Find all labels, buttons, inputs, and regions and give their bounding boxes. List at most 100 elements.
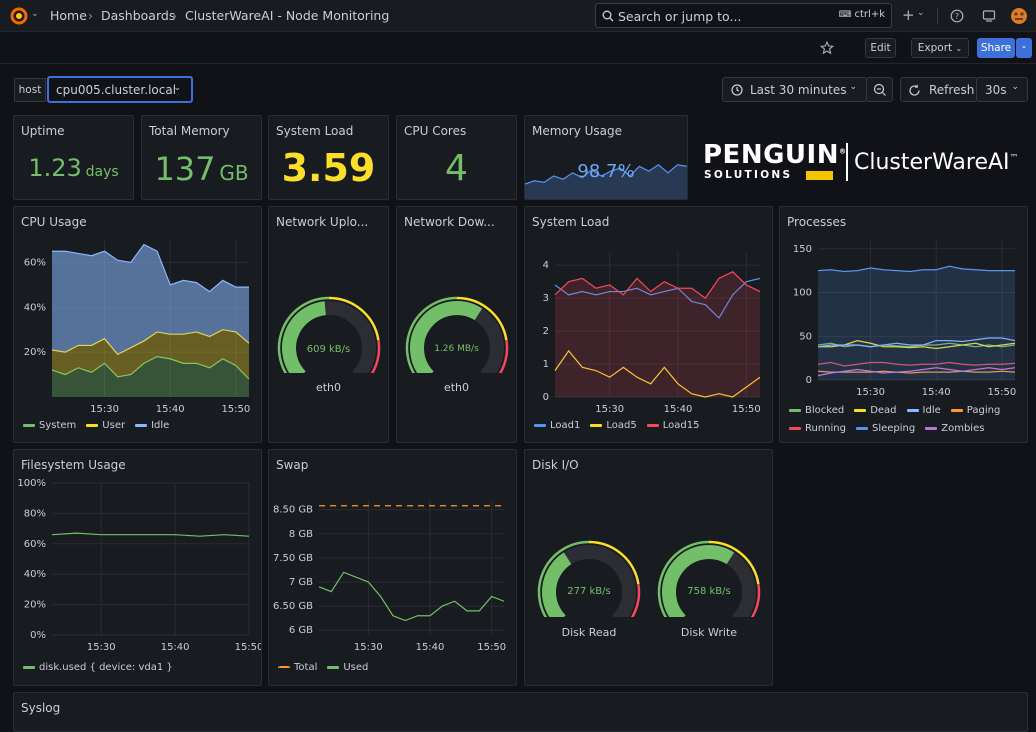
network-upload-panel[interactable]: Network Uplo... 609 kB/s eth0 (268, 206, 389, 443)
refresh-label: Refresh (929, 83, 975, 97)
cpu-cores-panel[interactable]: CPU Cores 4 (396, 115, 517, 200)
legend-item[interactable]: Paging (950, 405, 1000, 416)
system-load-chart: 0 1 2 3 4 15:30 15:40 15:50 (543, 252, 761, 415)
uptime-value: 1.23 (28, 154, 82, 182)
processes-panel[interactable]: Processes 0 50 100 150 15:30 15:40 15:50 Block… (779, 206, 1028, 443)
filesystem-usage-panel[interactable]: Filesystem Usage 0% 20% 40% 60% 80% 100% 15:30… (13, 449, 262, 686)
gauge-value: 1.26 MB/s (434, 344, 479, 354)
legend-swatch (590, 423, 603, 427)
legend-item[interactable]: Sleeping (855, 423, 915, 434)
legend-item[interactable]: disk.used { device: vda1 } (23, 662, 173, 673)
gauge-fill (410, 301, 483, 373)
y-tick-label: 60% (24, 257, 46, 268)
legend-swatch (278, 666, 290, 668)
panel-title: Network Uplo... (276, 215, 369, 229)
y-tick-label: 0 (806, 375, 812, 386)
stat-value: 137 GB (142, 150, 261, 188)
network-download-panel[interactable]: Network Dow... 1.26 MB/s eth0 (396, 206, 517, 443)
system-load-stat-panel[interactable]: System Load 3.59 (268, 115, 389, 200)
news-icon[interactable] (982, 9, 996, 23)
x-tick-label: 15:40 (922, 387, 951, 398)
legend-item[interactable]: Idle (906, 405, 941, 416)
brand-divider (846, 143, 848, 181)
series-area (555, 271, 760, 397)
refresh-interval-select[interactable]: 30s ⌄ (976, 77, 1028, 102)
help-icon[interactable]: ? (950, 9, 964, 23)
legend-item[interactable]: Dead (854, 405, 897, 416)
disk-io-panel[interactable]: Disk I/O 277 kB/s Disk Read 758 kB/s Dis… (524, 449, 773, 686)
legend-item[interactable]: Running (789, 423, 846, 434)
host-variable-select[interactable]: cpu005.cluster.local ⌄ (47, 76, 193, 103)
y-tick-label: 50 (799, 331, 812, 342)
legend-item[interactable]: Load5 (590, 420, 637, 431)
legend-item[interactable]: Zombies (925, 423, 984, 434)
refresh-interval-label: 30s (985, 83, 1007, 97)
legend-label: Blocked (805, 405, 845, 416)
series-line (554, 277, 761, 319)
chevron-down-icon: ⌄ (1020, 41, 1028, 50)
legend-label: Zombies (941, 423, 985, 434)
total-memory-panel[interactable]: Total Memory 137 GB (141, 115, 262, 200)
legend-item[interactable]: Load15 (646, 420, 700, 431)
chart-legend: Total Used (278, 662, 378, 673)
legend-swatch (789, 408, 801, 412)
chevron-down-icon[interactable]: ⌄ (917, 8, 925, 18)
share-options-button[interactable]: ⌄ (1016, 38, 1032, 58)
chevron-down-icon[interactable]: ⌄ (31, 9, 39, 19)
export-button[interactable]: Export ⌄ (911, 38, 969, 58)
legend-swatch (23, 423, 35, 427)
legend-swatch (854, 408, 867, 412)
legend-item[interactable]: Blocked (789, 405, 844, 416)
breadcrumb-dashboards[interactable]: Dashboards (101, 8, 176, 23)
grafana-logo-icon[interactable] (9, 6, 29, 26)
uptime-panel[interactable]: Uptime 1.23 days (13, 115, 134, 200)
threshold-red (750, 583, 761, 617)
legend-item[interactable]: User (86, 420, 125, 431)
series-area-user (52, 329, 249, 380)
add-icon[interactable]: + (902, 6, 915, 24)
gauge-label: Disk Write (680, 626, 738, 639)
legend-label: Load5 (606, 420, 637, 431)
search-input[interactable]: Search or jump to... ⌨ ctrl+k (595, 3, 892, 28)
star-icon[interactable] (820, 41, 834, 55)
zoom-out-button[interactable] (866, 77, 893, 102)
legend-swatch (950, 408, 963, 412)
legend-label: Load15 (662, 420, 700, 431)
y-tick-label: 40% (24, 302, 46, 313)
solutions-wordmark: SOLUTIONS (704, 169, 793, 181)
avatar[interactable] (1010, 7, 1028, 25)
series-line (817, 370, 1016, 374)
x-tick-label: 15:40 (156, 404, 185, 415)
syslog-panel[interactable]: Syslog (13, 692, 1028, 732)
legend-label: Running (805, 423, 846, 434)
network-download-gauge (405, 296, 509, 373)
panel-title: Uptime (21, 124, 65, 138)
refresh-button[interactable]: Refresh (900, 77, 977, 102)
y-tick-label: 6 GB (289, 625, 313, 636)
legend-label: disk.used { device: vda1 } (39, 662, 173, 673)
legend-item[interactable]: Total (278, 662, 317, 673)
panel-title: Total Memory (149, 124, 230, 138)
share-button[interactable]: Share (977, 38, 1015, 58)
series-area-idle (52, 244, 249, 355)
top-bar: ⌄ Home › Dashboards › ClusterWareAI - No… (0, 0, 1036, 32)
legend-item[interactable]: Load1 (534, 420, 580, 431)
processes-chart: 0 50 100 150 15:30 15:40 15:50 (793, 240, 1016, 398)
time-range-picker[interactable]: Last 30 minutes ⌄ (722, 77, 867, 102)
edit-button[interactable]: Edit (865, 38, 896, 58)
system-load-panel[interactable]: System Load 0 1 2 3 4 15:30 15:40 15:50 Load1 Lo… (524, 206, 773, 443)
panel-title: Memory Usage (532, 124, 623, 138)
sparkline-area (525, 164, 687, 199)
breadcrumb-home[interactable]: Home (50, 8, 87, 23)
stat-value: 3.59 (281, 146, 376, 190)
series-line (817, 265, 1015, 273)
x-tick-label: 15:30 (354, 642, 383, 653)
breadcrumb-current: ClusterWareAI - Node Monitoring (185, 8, 390, 23)
legend-item[interactable]: System (23, 420, 76, 431)
memory-usage-panel[interactable]: Memory Usage 98.7% (524, 115, 688, 200)
memory-unit: GB (219, 161, 249, 185)
swap-panel[interactable]: Swap 6 GB 6.50 GB 7 GB 7.50 GB 8 GB 8.50 GB 15… (268, 449, 517, 686)
legend-item[interactable]: Used (327, 662, 368, 673)
cpu-usage-panel[interactable]: CPU Usage 20% 40% 60% 15:30 15:40 15:50 Syste… (13, 206, 262, 443)
legend-item[interactable]: Idle (135, 420, 169, 431)
